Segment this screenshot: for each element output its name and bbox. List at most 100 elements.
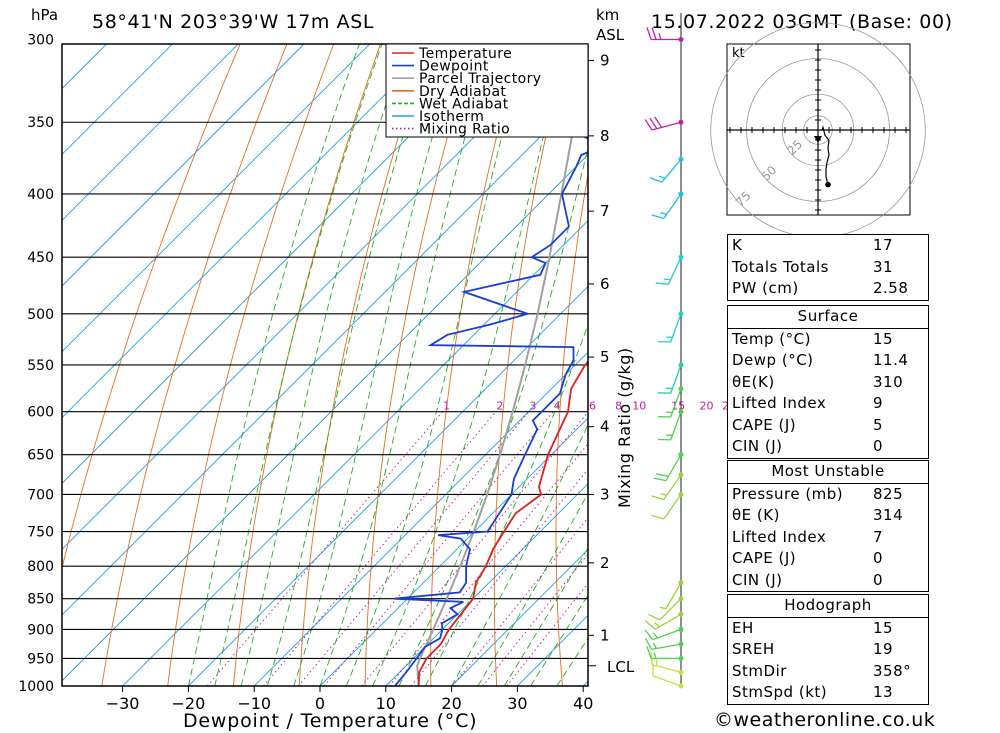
hodograph-unit-label: kt (732, 46, 745, 61)
wind-point-dot (678, 191, 684, 197)
table-row-value: 358° (873, 661, 912, 680)
wind-barb-half-flag (658, 175, 666, 180)
table-row: K 17 (728, 235, 928, 257)
wet-adiabat-line (240, 44, 407, 686)
wind-barb-staff (651, 643, 682, 650)
wind-barb (658, 386, 684, 418)
table-title: Most Unstable (728, 461, 928, 484)
table-row: CAPE (J) 0 (728, 548, 928, 570)
copyright-footer: ©weatheronline.co.uk (714, 709, 936, 731)
pressure-unit-label: hPa (31, 6, 58, 24)
pressure-tick-label: 400 (27, 187, 54, 203)
km-unit-label: km (596, 6, 619, 24)
dry-adiabat-line (62, 44, 241, 570)
table-row: θE(K) 310 (728, 372, 928, 394)
table-row-value: 825 (873, 484, 904, 503)
dry-adiabat-line (674, 2, 716, 712)
wind-point-dot (678, 683, 684, 689)
isotherm-line (451, 548, 588, 686)
table-row: CAPE (J) 5 (728, 415, 928, 437)
wind-barb-staff (659, 598, 682, 621)
wind-barb-half-flag (653, 652, 657, 659)
isotherm-line (62, 44, 108, 90)
wind-barb-staff (665, 582, 682, 610)
wind-barb-half-flag (653, 632, 659, 639)
wind-barb-flag (644, 629, 654, 641)
wet-adiabat-line (503, 547, 588, 686)
wind-point-dot (678, 669, 684, 675)
table-row-value: 19 (873, 640, 894, 658)
wind-barb (651, 472, 684, 501)
wind-point-dot (678, 254, 684, 260)
table-row-key: Totals Totals (732, 257, 829, 276)
wind-barb-flag (648, 613, 661, 621)
dry-adiabat-line (430, 44, 522, 686)
wind-barb (653, 452, 684, 482)
table-row-value: 314 (873, 506, 904, 524)
isotherm-line (319, 417, 588, 686)
table-row-key: K (732, 236, 743, 254)
table-row: Dewp (°C) 11.4 (728, 350, 928, 372)
wind-barb-flag (646, 27, 652, 40)
wind-barb (646, 646, 684, 661)
dry-adiabat-line (101, 44, 288, 686)
series-line-temperature (417, 360, 588, 686)
legend-label: Isotherm (419, 109, 484, 125)
dry-adiabat-line (233, 44, 381, 686)
pressure-tick-label: 850 (27, 592, 54, 608)
wind-point-dot (678, 362, 684, 368)
mixing-ratio-line (452, 516, 588, 686)
table-row-key: SREH (732, 640, 775, 658)
km-tick-label: 8 (600, 127, 610, 145)
wind-barb (644, 637, 684, 650)
table-row-key: CAPE (J) (732, 549, 797, 567)
pressure-tick-label: 950 (27, 652, 54, 668)
wind-barb (652, 663, 684, 689)
table-row-key: θE (K) (732, 506, 780, 524)
table-row: StmSpd (kt) 13 (728, 682, 928, 704)
table-row-key: θE(K) (732, 372, 775, 391)
table-row: CIN (J) 0 (728, 570, 928, 592)
pressure-tick-label: 700 (27, 488, 54, 504)
table-row-key: Pressure (mb) (732, 484, 844, 503)
legend-label: Dry Adiabat (419, 84, 506, 100)
wind-barb-flag (651, 27, 657, 40)
table-row-key: StmDir (732, 661, 787, 680)
pressure-tick-label: 650 (27, 448, 54, 464)
wind-barb (644, 116, 684, 131)
wind-barb (648, 596, 684, 621)
wind-barb-flag (644, 119, 653, 131)
mixing-ratio-label: 6 (589, 400, 596, 413)
table-row-key: CIN (J) (732, 570, 783, 589)
table-row-key: Dewp (°C) (732, 351, 814, 369)
wet-adiabat-line (372, 44, 568, 686)
mixing-ratio-labels: 12346810152025 (443, 400, 736, 413)
mixing-ratio-axis-title: Mixing Ratio (g/kg) (615, 347, 634, 508)
dry-adiabat-line (493, 44, 569, 686)
table-row: EH 15 (728, 618, 928, 640)
isotherm-line (253, 351, 588, 686)
pressure-tick-label: 800 (27, 559, 54, 575)
table-row: PW (cm) 2.58 (728, 278, 928, 300)
wind-barb (659, 580, 684, 610)
table-row: Totals Totals 31 (728, 257, 928, 279)
mixing-ratio-label: 3 (529, 400, 536, 413)
table-row-key: CIN (J) (732, 437, 783, 455)
km-tick-label: 5 (600, 348, 610, 366)
wind-barb (646, 27, 684, 42)
wind-barb-half-flag (664, 278, 671, 281)
table-row-value: 0 (873, 437, 884, 455)
wind-point-dot (678, 452, 684, 458)
wind-point-dot (678, 311, 684, 317)
mixing-ratio-label: 10 (632, 400, 646, 413)
wind-barb-staff (663, 494, 682, 520)
x-tick-label: 0 (315, 694, 325, 713)
wind-point-dot (678, 119, 684, 125)
table-row-value: 0 (873, 549, 884, 567)
pressure-tick-label: 350 (27, 115, 54, 131)
datetime-label: 15.07.2022 03GMT (Base: 00) (651, 11, 953, 33)
dry-adiabat-line (988, 2, 1000, 712)
isotherm-line (0, 0, 143, 686)
series-line-parcel-trajectory (416, 67, 588, 686)
